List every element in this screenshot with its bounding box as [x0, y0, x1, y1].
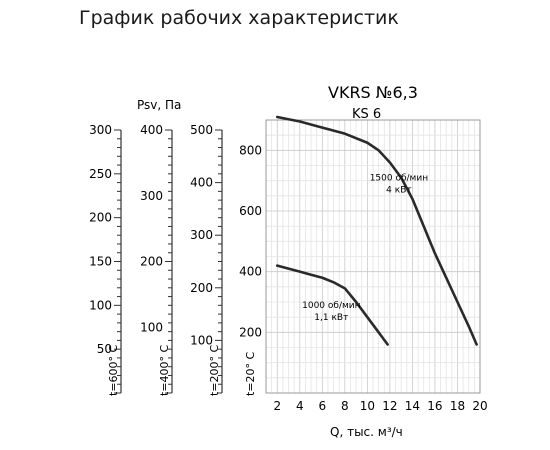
x-tick-label: 6 — [318, 399, 326, 413]
series-labels: 1500 об/мин 4 кВт 1000 об/мин 1,1 кВт — [302, 174, 428, 323]
curves — [275, 115, 478, 346]
secondary-axis-label: t=20° C — [244, 351, 257, 396]
chart-subtitle: KS 6 — [352, 107, 381, 122]
x-tick-label: 16 — [427, 399, 442, 413]
x-tick-label: 18 — [450, 399, 465, 413]
x-tick-label: 2 — [273, 399, 281, 413]
y-axis-label: Psv, Па — [137, 98, 181, 112]
secondary-axes: 50 100 150 200 250 300 t=600° C 100 200 300 400 t=4… — [89, 123, 257, 396]
series-label-name: 1500 об/мин — [370, 174, 428, 184]
secondary-axis-label: t=400° C — [158, 344, 171, 396]
x-tick-label: 4 — [296, 399, 304, 413]
y-tick-label: 800 — [239, 143, 262, 157]
secondary-axis-tick-label: 50 — [97, 342, 112, 356]
x-axis-label: Q, тыс. м³/ч — [330, 425, 403, 439]
y-tick-label: 400 — [239, 265, 262, 279]
series-curve-2 — [275, 264, 389, 346]
secondary-axis-tick-label: 150 — [89, 255, 112, 269]
secondary-axis-label: t=200° C — [208, 344, 221, 396]
secondary-axis-tick-label: 500 — [190, 123, 213, 137]
secondary-axis-tick-label: 100 — [190, 333, 213, 347]
secondary-axis-tick-label: 100 — [89, 298, 112, 312]
secondary-axis-tick-label: 300 — [89, 123, 112, 137]
x-tick-label: 8 — [341, 399, 349, 413]
x-axis-ticks: 2 4 6 8 10 12 14 16 18 20 — [273, 399, 487, 413]
y-axis-ticks: 200 400 600 800 — [239, 143, 262, 339]
page-title: График рабочих характеристик — [79, 7, 399, 29]
secondary-axis-label: t=600° C — [107, 344, 120, 396]
x-tick-label: 12 — [382, 399, 397, 413]
secondary-axis-tick-label: 300 — [140, 189, 163, 203]
plot-border — [265, 119, 481, 394]
x-tick-label: 14 — [405, 399, 420, 413]
secondary-axis-tick-label: 300 — [190, 228, 213, 242]
x-tick-label: 10 — [360, 399, 375, 413]
series-label-name: 1000 об/мин — [302, 301, 360, 311]
series-label-power: 4 кВт — [386, 186, 411, 196]
secondary-axis-tick-label: 400 — [190, 176, 213, 190]
y-tick-label: 200 — [239, 325, 262, 339]
secondary-axis-tick-label: 250 — [89, 167, 112, 181]
x-tick-label: 20 — [472, 399, 487, 413]
series-curve-1 — [275, 115, 478, 346]
secondary-axis-tick-label: 400 — [140, 123, 163, 137]
secondary-axis-tick-label: 200 — [190, 281, 213, 295]
chart-grid — [265, 119, 481, 394]
secondary-axis-tick-label: 100 — [140, 320, 163, 334]
y-tick-label: 600 — [239, 204, 262, 218]
secondary-axis-tick-label: 200 — [140, 255, 163, 269]
chart-title: VKRS №6,3 — [328, 83, 418, 102]
secondary-axis-tick-label: 200 — [89, 211, 112, 225]
plot-frame — [265, 119, 481, 394]
series-label-power: 1,1 кВт — [314, 313, 348, 323]
